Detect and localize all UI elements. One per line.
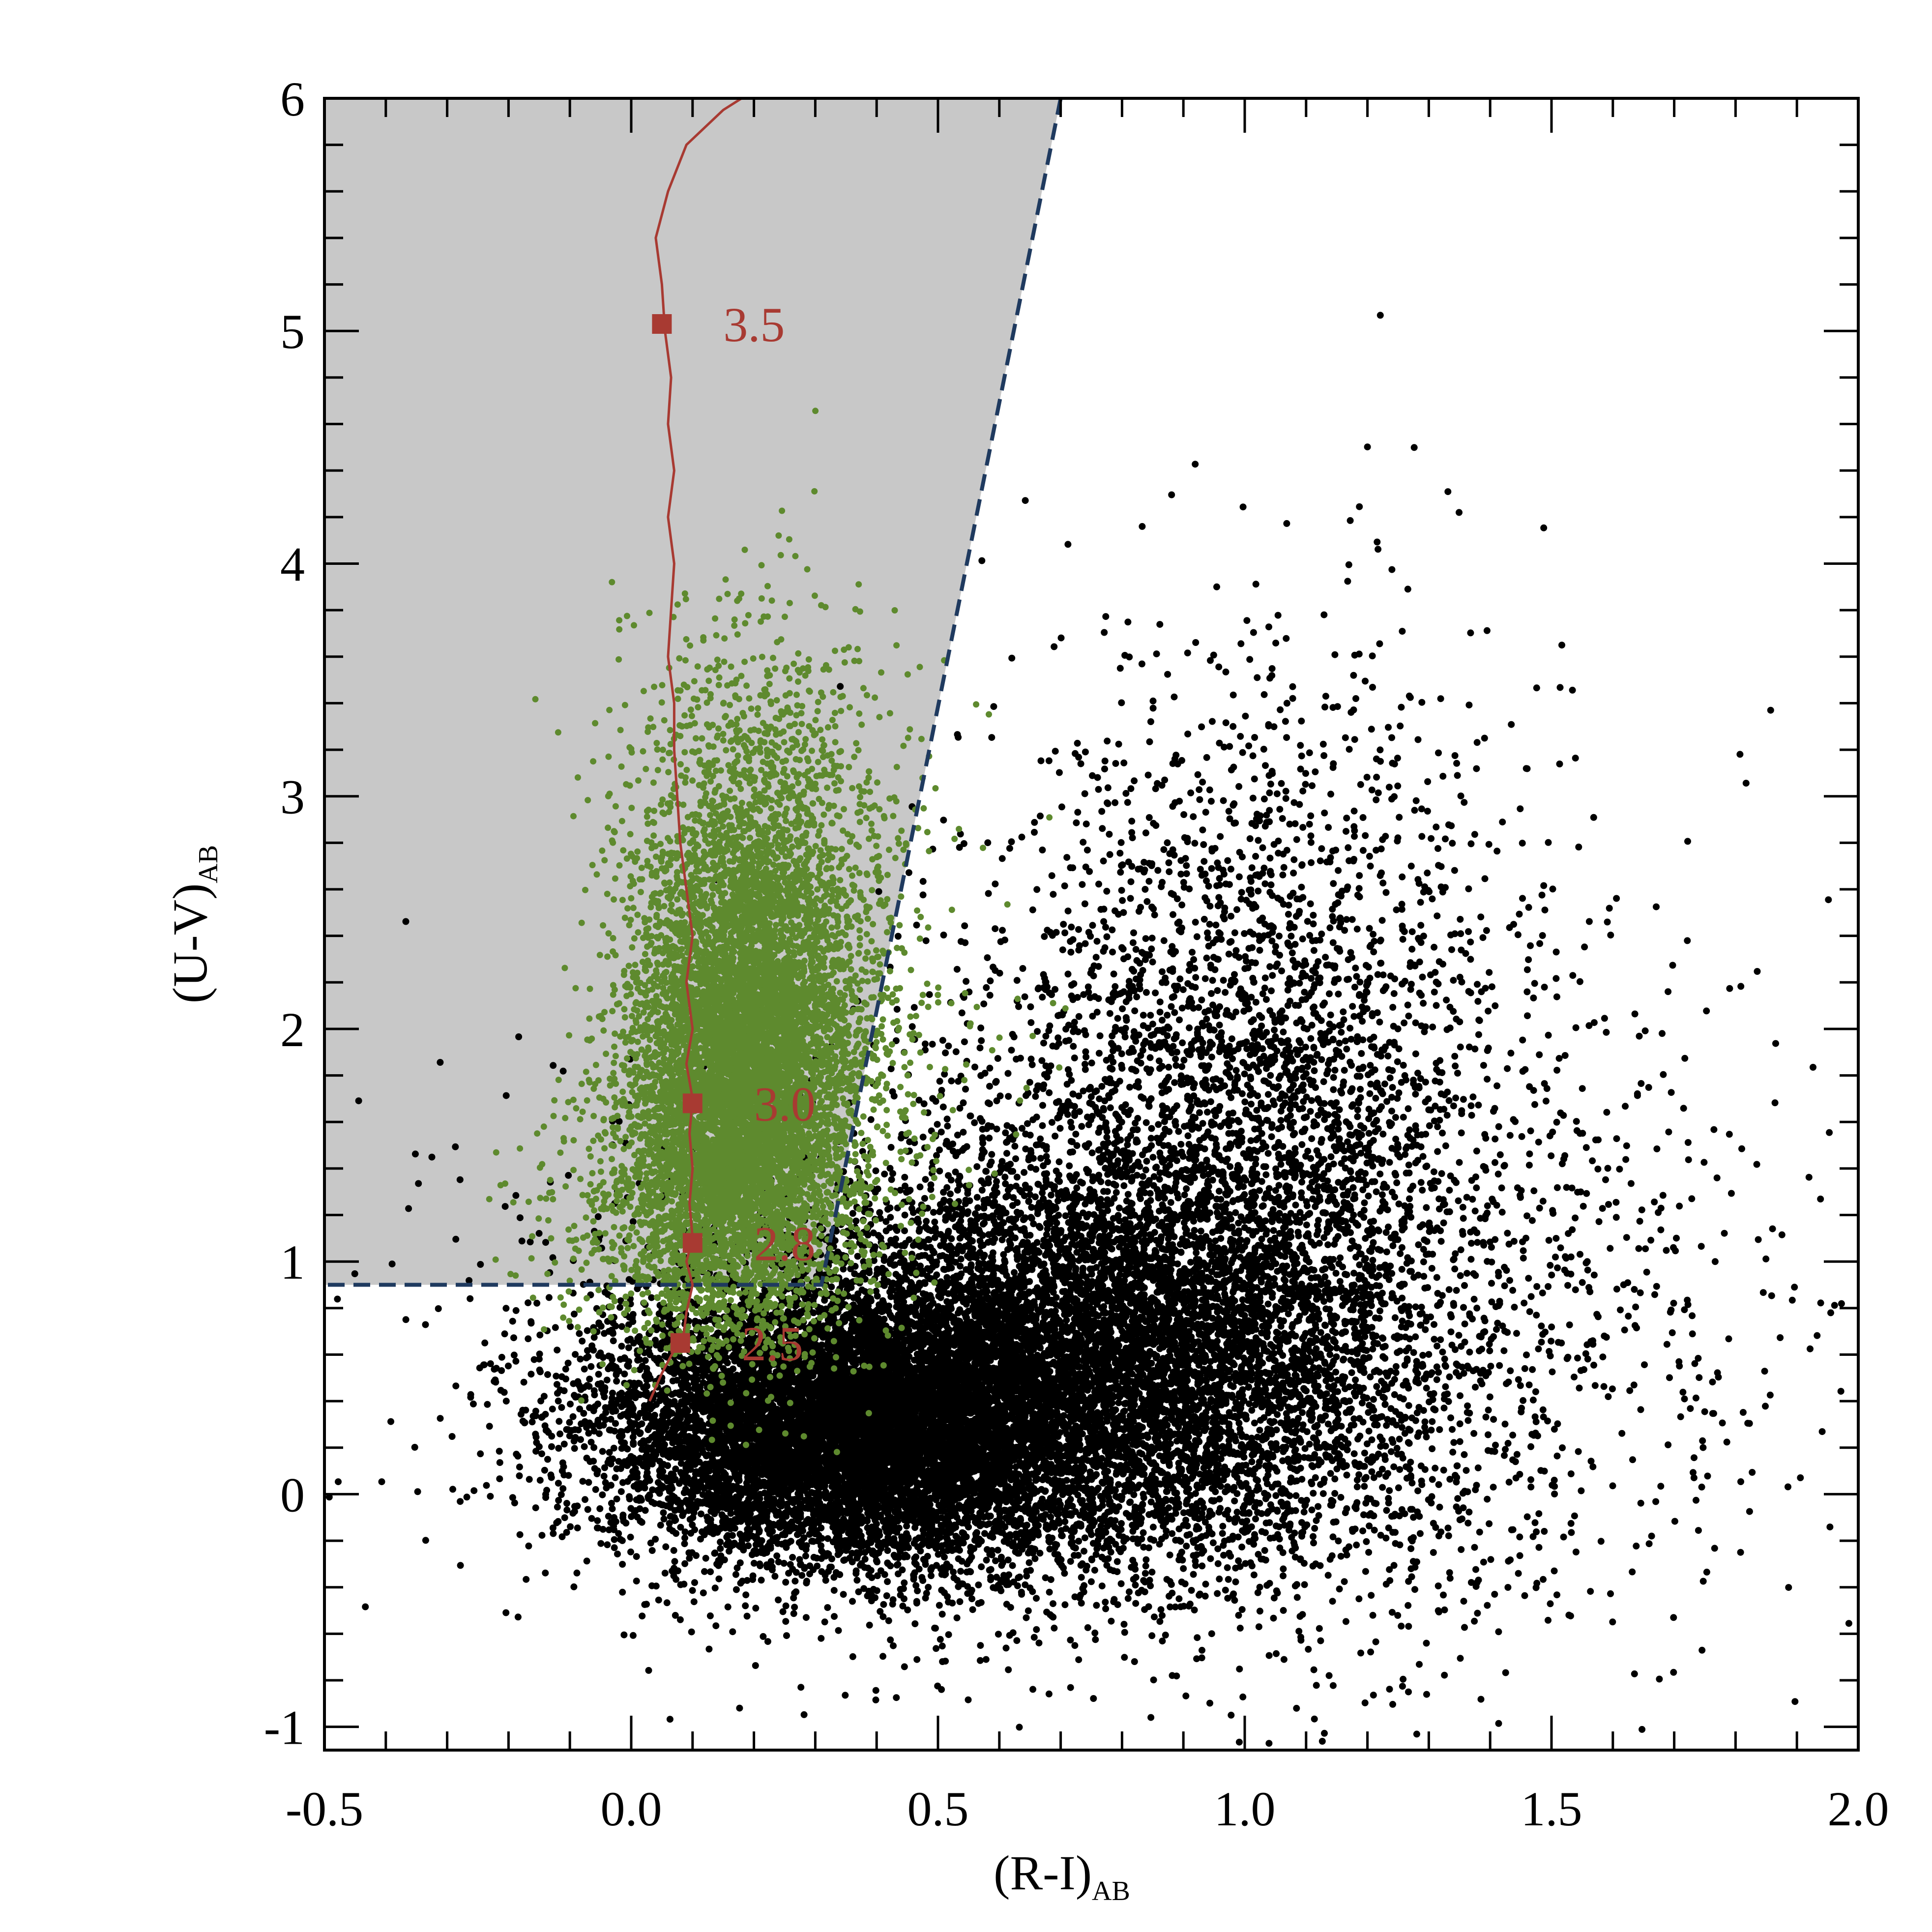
source-point	[558, 1404, 565, 1411]
source-point	[662, 1570, 669, 1577]
source-point	[571, 1311, 578, 1317]
source-point	[725, 1604, 732, 1610]
source-point	[585, 1506, 591, 1513]
source-point	[565, 1360, 572, 1367]
source-point	[511, 1351, 518, 1358]
source-point	[616, 1304, 623, 1311]
source-point	[509, 1318, 516, 1325]
source-point	[539, 1532, 546, 1539]
source-point	[884, 1547, 891, 1554]
source-point	[584, 1327, 591, 1334]
source-point	[574, 1570, 581, 1577]
source-point	[555, 1398, 562, 1405]
source-point	[782, 1618, 789, 1625]
source-point	[700, 1589, 707, 1596]
source-point	[1061, 1518, 1068, 1525]
source-point	[548, 1443, 555, 1450]
source-point	[521, 1379, 527, 1386]
source-point	[449, 1486, 456, 1493]
source-point	[618, 1488, 625, 1495]
source-point	[546, 1294, 553, 1301]
source-point	[581, 1443, 588, 1450]
source-point	[362, 1604, 369, 1610]
source-point	[712, 1584, 719, 1591]
source-point	[672, 1558, 678, 1565]
source-point	[717, 1545, 724, 1552]
source-point	[783, 1632, 790, 1639]
source-point	[335, 1478, 342, 1485]
source-point	[596, 1505, 603, 1512]
source-point	[604, 1376, 611, 1383]
source-point	[662, 1543, 669, 1550]
source-point	[611, 1536, 618, 1543]
source-point	[911, 1620, 918, 1627]
source-point	[544, 1371, 551, 1378]
source-point	[633, 1553, 640, 1560]
source-point	[470, 1487, 477, 1494]
source-point	[995, 1547, 1001, 1553]
source-point	[818, 1635, 824, 1642]
source-point	[566, 1419, 573, 1426]
source-point	[619, 1561, 626, 1568]
source-point	[532, 1504, 539, 1511]
source-point	[563, 1507, 570, 1514]
source-point	[486, 1423, 493, 1430]
source-point	[510, 1334, 517, 1341]
source-point	[570, 1413, 577, 1420]
source-point	[496, 1448, 503, 1455]
source-point	[853, 1567, 860, 1574]
source-point	[526, 1476, 533, 1483]
